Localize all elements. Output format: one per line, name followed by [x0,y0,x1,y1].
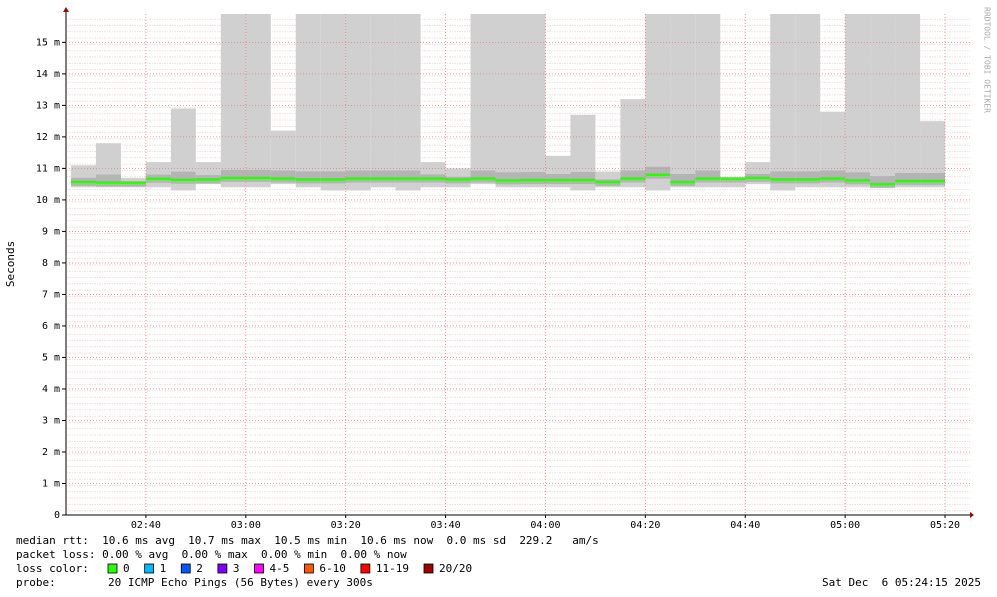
x-tick-label: 05:00 [830,520,860,531]
legend-swatch [254,563,264,574]
x-tick-label: 05:20 [930,520,960,531]
smoke [495,14,521,188]
legend-label: 20/20 [439,562,472,575]
smoke-core [170,171,196,184]
smoke [220,14,246,188]
legend-label: 6-10 [319,562,346,575]
loss-label: loss color: [16,562,89,575]
legend-swatch [423,563,434,574]
legend-label: 0 [123,562,130,575]
legend-swatch [360,563,371,574]
x-tick-label: 04:40 [730,520,760,531]
smoke [320,14,346,191]
smoke-core [345,170,371,183]
y-arrow [63,7,69,12]
smoke [645,14,671,191]
watermark: RRDTOOL / TOBI OETIKER [983,7,992,113]
smoke [345,14,371,191]
y-tick-label: 7 m [42,289,60,300]
median-rtt: median rtt: 10.6 ms avg 10.7 ms max 10.5… [16,534,599,547]
y-tick-label: 10 m [36,195,60,206]
smoke-core [870,176,896,189]
smoke-core [820,170,846,183]
smoke-core [895,173,921,185]
legend-label: 11-19 [376,562,409,575]
smoke-core [920,173,946,185]
legend-swatch [180,563,191,574]
smoke [470,14,496,185]
y-tick-label: 3 m [42,415,60,426]
plot-area [70,14,946,191]
smoke-core [470,170,496,183]
y-tick-label: 14 m [36,69,60,80]
smoke [770,14,796,191]
probe-label: probe: [16,576,56,589]
smoke [695,14,721,188]
y-tick-label: 15 m [36,37,60,48]
smoke-core [95,174,121,187]
smoke-core [245,169,271,182]
y-tick-label: 5 m [42,352,60,363]
smoke-core [720,178,746,183]
legend-label: 2 [196,562,203,575]
y-tick-label: 12 m [36,132,60,143]
legend-swatch [303,563,314,574]
y-axis-label: Seconds [4,241,17,287]
smoke [395,14,421,191]
smoke [245,14,271,188]
smoke [670,14,696,188]
y-tick-label: 6 m [42,321,60,332]
legend-label: 3 [233,562,240,575]
y-tick-label: 8 m [42,258,60,269]
smoke-core [220,169,246,182]
y-tick-label: 4 m [42,384,60,395]
x-tick-label: 04:00 [530,520,560,531]
y-tick-label: 2 m [42,447,60,458]
smoke-core [295,171,321,184]
y-tick-label: 13 m [36,100,60,111]
x-tick-label: 03:40 [431,520,461,531]
y-tick-label: 11 m [36,163,60,174]
smoke [370,14,396,188]
legend-swatch [217,563,228,574]
legend-swatch [144,563,155,574]
smoke-core [670,173,696,186]
smoke [520,14,546,188]
x-arrow [970,512,974,518]
packet-loss: packet loss: 0.00 % avg 0.00 % max 0.00 … [16,548,407,561]
smoke-core [520,172,546,185]
smoke [295,14,321,188]
x-tick-label: 04:20 [630,520,660,531]
smoke [720,177,746,188]
smoke [895,14,921,188]
legend-label: 1 [160,562,167,575]
smoke-core [120,181,146,187]
probe: 20 ICMP Echo Pings (56 Bytes) every 300s [108,576,373,589]
timestamp: Sat Dec 6 05:24:15 2025 [822,576,981,589]
y-tick-label: 1 m [42,478,60,489]
smoke-core [795,171,821,184]
smoke [870,14,896,188]
smoke-core [695,170,721,183]
smoke-core [370,170,396,183]
smoke [845,14,871,188]
legend-label: 4-5 [270,562,290,575]
x-tick-label: 03:00 [231,520,261,531]
smoke-core [620,170,646,183]
y-tick-label: 0 [54,510,60,521]
smoke-core [770,171,796,184]
legend-swatch [107,563,118,574]
smoke-core [320,171,346,184]
smoke-core [570,172,596,185]
y-tick-label: 9 m [42,226,60,237]
smoke [795,14,821,188]
smoke-core [845,172,871,185]
smoke-core [270,170,296,183]
smoke-core [495,172,521,185]
x-tick-label: 03:20 [331,520,361,531]
smoke-core [395,170,421,183]
x-tick-label: 02:40 [131,520,161,531]
